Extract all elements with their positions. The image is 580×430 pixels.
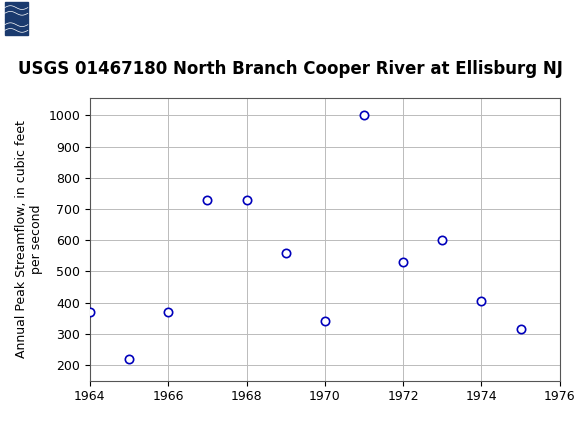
Point bbox=[281, 249, 290, 256]
Point bbox=[320, 318, 329, 325]
Point bbox=[164, 308, 173, 315]
Point bbox=[437, 237, 447, 243]
Point bbox=[242, 196, 251, 203]
Text: USGS 01467180 North Branch Cooper River at Ellisburg NJ: USGS 01467180 North Branch Cooper River … bbox=[17, 60, 563, 78]
Point bbox=[359, 112, 368, 119]
Y-axis label: Annual Peak Streamflow, in cubic feet
per second: Annual Peak Streamflow, in cubic feet pe… bbox=[14, 120, 43, 358]
Bar bbox=[3, 3, 96, 35]
Bar bbox=[5, 2, 28, 18]
Bar bbox=[5, 18, 28, 35]
Point bbox=[203, 196, 212, 203]
Point bbox=[398, 258, 408, 265]
Point bbox=[516, 326, 525, 332]
Point bbox=[477, 298, 486, 304]
Text: USGS: USGS bbox=[38, 9, 102, 29]
Point bbox=[85, 308, 95, 315]
Point bbox=[125, 355, 134, 362]
